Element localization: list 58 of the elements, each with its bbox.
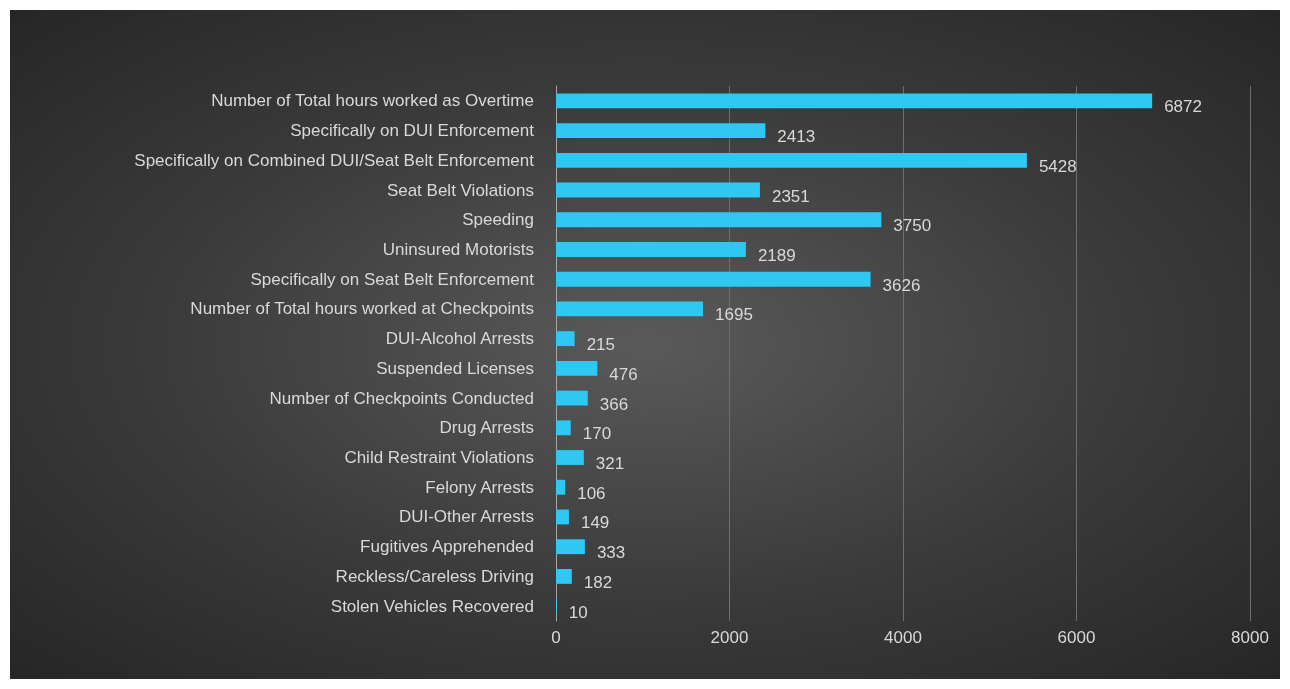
y-tick-label: Suspended Licenses — [376, 358, 534, 378]
data-label: 1695 — [715, 305, 753, 325]
data-label: 2189 — [757, 245, 796, 265]
y-tick-label: DUI-Alcohol Arrests — [385, 329, 534, 349]
bar — [556, 450, 584, 465]
bar — [556, 152, 1027, 168]
y-tick-label: Uninsured Motorists — [382, 239, 534, 259]
data-label: 10 — [568, 602, 588, 622]
data-label: 106 — [577, 483, 606, 503]
y-tick-label: Reckless/Careless Driving — [335, 566, 534, 586]
data-label: 321 — [595, 454, 625, 474]
bar — [556, 479, 566, 495]
x-tick-label: 2000 — [710, 628, 749, 647]
y-tick-label: Specifically on Combined DUI/Seat Belt Enforcement — [134, 150, 535, 170]
data-label: 182 — [583, 572, 613, 592]
y-tick-label: Specifically on DUI Enforcement — [290, 121, 535, 141]
x-tick-label: 8000 — [1231, 628, 1269, 647]
bar — [556, 301, 704, 317]
data-label: 476 — [609, 364, 638, 384]
data-label: 149 — [580, 513, 610, 533]
bar — [556, 242, 746, 257]
y-tick-label: DUI-Other Arrests — [398, 507, 534, 527]
data-label: 2413 — [777, 127, 816, 147]
x-tick-label: 4000 — [884, 628, 922, 647]
x-tick-label: 0 — [551, 628, 561, 647]
data-label: 2351 — [771, 186, 810, 206]
data-label: 333 — [596, 543, 626, 563]
bar — [556, 93, 1153, 109]
data-label: 6872 — [1164, 97, 1202, 117]
y-tick-label: Seat Belt Violations — [386, 180, 534, 200]
bar — [556, 509, 569, 525]
bar — [556, 360, 598, 376]
data-label: 3626 — [882, 275, 921, 295]
y-tick-label: Number of Checkpoints Conducted — [269, 388, 534, 408]
bar — [556, 331, 575, 347]
bar — [556, 271, 871, 287]
y-tick-label: Fugitives Apprehended — [360, 537, 534, 557]
data-label: 215 — [586, 335, 616, 355]
y-tick-label: Stolen Vehicles Recovered — [330, 596, 534, 616]
y-tick-label: Speeding — [462, 210, 534, 230]
data-label: 5428 — [1038, 156, 1077, 176]
bar — [556, 420, 571, 436]
bar — [556, 212, 882, 228]
y-tick-label: Child Restraint Violations — [344, 448, 534, 468]
bar — [556, 123, 766, 139]
bar — [556, 539, 585, 555]
data-label: 170 — [582, 424, 612, 444]
bar — [556, 568, 572, 584]
x-tick-label: 6000 — [1057, 628, 1096, 647]
y-tick-label: Number of Total hours worked as Overtime — [211, 91, 534, 111]
data-label: 3750 — [893, 216, 932, 236]
bar — [556, 390, 588, 406]
y-tick-label: Number of Total hours worked at Checkpoints — [190, 299, 534, 319]
bar — [556, 182, 760, 198]
data-label: 366 — [599, 394, 629, 414]
y-tick-label: Drug Arrests — [439, 418, 534, 438]
y-tick-label: Felony Arrests — [425, 477, 534, 497]
y-tick-label: Specifically on Seat Belt Enforcement — [250, 269, 535, 289]
